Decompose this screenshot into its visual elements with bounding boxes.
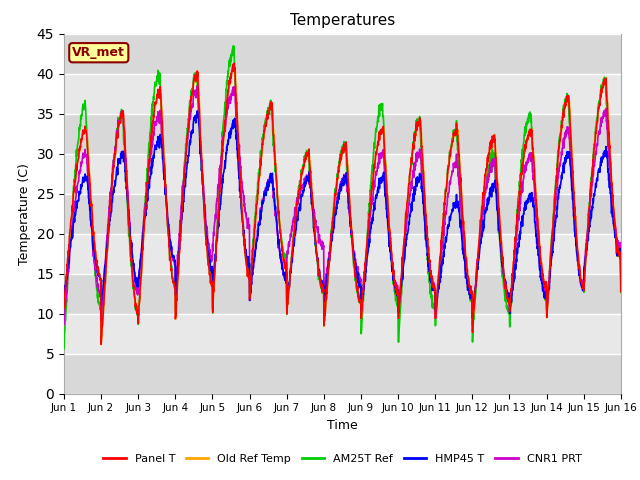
Y-axis label: Temperature (C): Temperature (C) — [18, 163, 31, 264]
Bar — [64, 313, 621, 354]
Bar — [64, 73, 621, 114]
Legend: Panel T, Old Ref Temp, AM25T Ref, HMP45 T, CNR1 PRT: Panel T, Old Ref Temp, AM25T Ref, HMP45 … — [99, 450, 586, 468]
Bar — [64, 34, 621, 73]
Bar — [64, 114, 621, 154]
Bar — [64, 193, 621, 234]
Bar — [64, 274, 621, 313]
Bar — [64, 234, 621, 274]
Title: Temperatures: Temperatures — [290, 13, 395, 28]
Bar — [64, 354, 621, 394]
X-axis label: Time: Time — [327, 419, 358, 432]
Text: VR_met: VR_met — [72, 46, 125, 59]
Bar — [64, 154, 621, 193]
